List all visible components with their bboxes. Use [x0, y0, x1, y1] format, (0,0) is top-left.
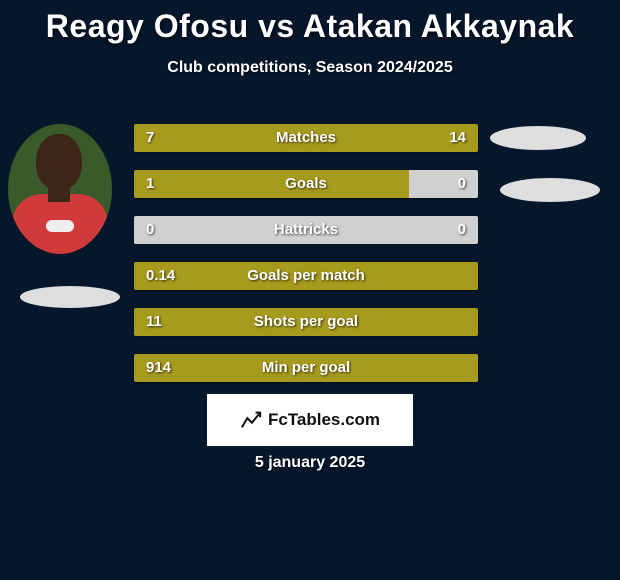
date: 5 january 2025: [0, 454, 620, 472]
stat-row: 714Matches: [134, 124, 478, 152]
silhouette-right-1: [490, 126, 586, 150]
silhouette-right-2: [500, 178, 600, 202]
stat-label: Hattricks: [134, 216, 478, 244]
player-left-avatar: [8, 124, 112, 254]
stat-label: Goals: [134, 170, 478, 198]
stat-row: 10Goals: [134, 170, 478, 198]
silhouette-left: [20, 286, 120, 308]
stat-label: Matches: [134, 124, 478, 152]
avatar-face: [36, 134, 82, 190]
stats-bar-chart: 714Matches 10Goals 00Hattricks 0.14Goals pe…: [134, 124, 478, 400]
brand-text: FcTables.com: [268, 410, 380, 430]
stat-row: 0.14Goals per match: [134, 262, 478, 290]
stat-row: 914Min per goal: [134, 354, 478, 382]
brand-badge: FcTables.com: [207, 394, 413, 446]
stat-label: Goals per match: [134, 262, 478, 290]
avatar-sponsor: [46, 220, 74, 232]
stat-label: Min per goal: [134, 354, 478, 382]
page-title: Reagy Ofosu vs Atakan Akkaynak: [0, 0, 620, 45]
stat-row: 00Hattricks: [134, 216, 478, 244]
stat-row: 11Shots per goal: [134, 308, 478, 336]
brand-icon: [240, 409, 262, 431]
subtitle: Club competitions, Season 2024/2025: [0, 59, 620, 77]
stat-label: Shots per goal: [134, 308, 478, 336]
